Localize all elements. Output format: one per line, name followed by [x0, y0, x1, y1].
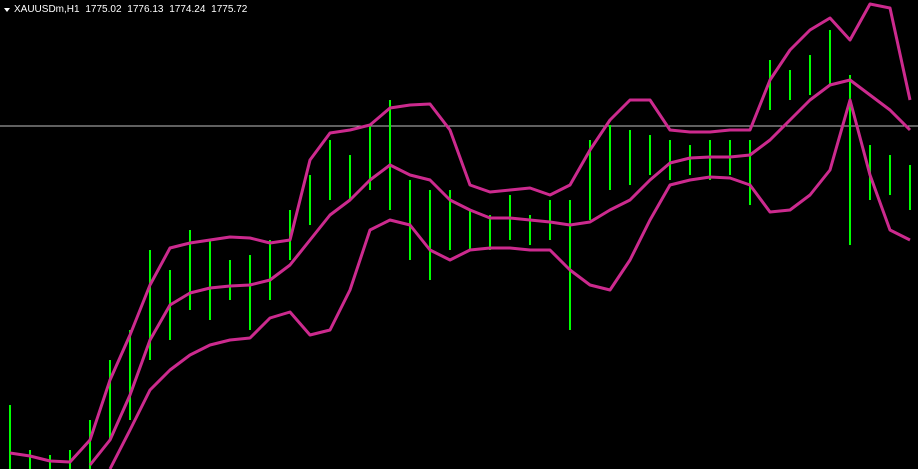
- menu-arrow[interactable]: [4, 8, 10, 12]
- band-line: [88, 78, 912, 466]
- header: XAUUSDm,H1 1775.02 1776.13 1774.24 1775.…: [4, 4, 250, 15]
- low: 1774.24: [169, 4, 206, 15]
- open: 1775.02: [85, 4, 122, 15]
- band-line: [108, 98, 911, 469]
- high: 1776.13: [127, 4, 164, 15]
- symbol: XAUUSDm,H1: [14, 4, 80, 15]
- band-line: [9, 2, 912, 464]
- close: 1775.72: [211, 4, 248, 15]
